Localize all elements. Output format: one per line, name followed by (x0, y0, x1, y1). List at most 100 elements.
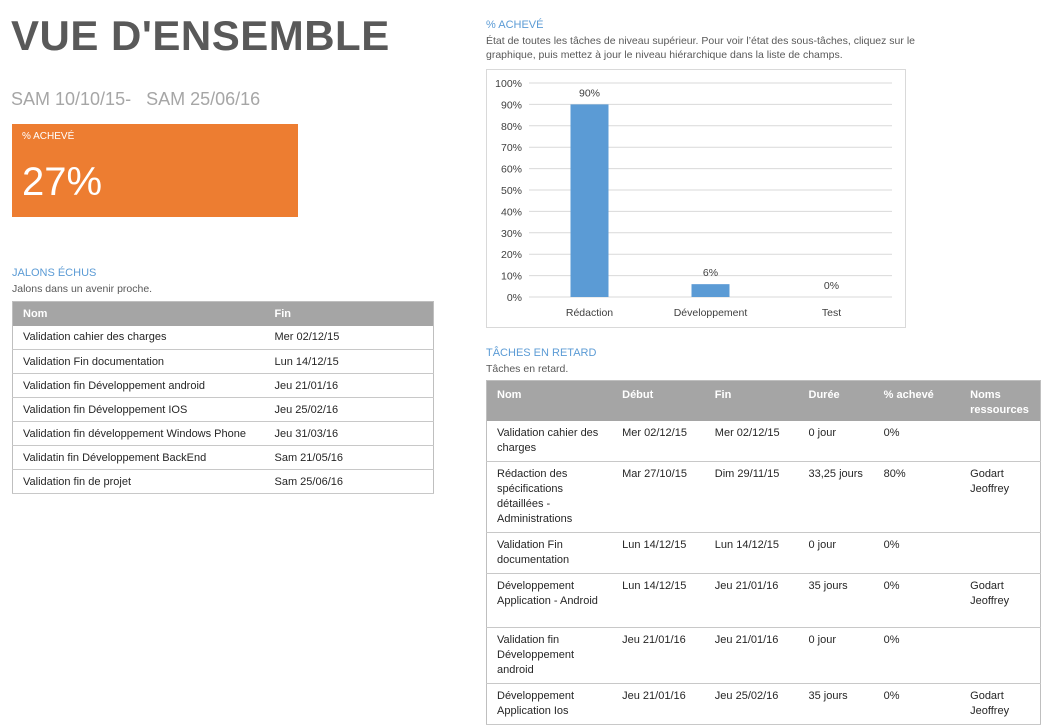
table-cell: 0% (873, 627, 961, 684)
table-row[interactable]: Validation fin Développement android Jeu … (12, 373, 434, 398)
milestones-subtitle: Jalons dans un avenir proche. (12, 283, 153, 295)
data-label: 90% (579, 87, 600, 99)
table-cell: Jeu 25/02/16 (264, 397, 434, 422)
column-header-name[interactable]: Nom (12, 301, 265, 326)
table-cell: Validation Fin documentation (486, 532, 613, 574)
table-cell: Dim 29/11/15 (704, 461, 799, 533)
table-cell: 35 jours (798, 683, 874, 725)
table-cell: 0% (873, 683, 961, 725)
table-row[interactable]: Développement Application Ios Jeu 21/01/1… (486, 683, 1041, 725)
table-cell: Godart Jeoffrey (960, 573, 1041, 628)
table-cell: Développement Application Ios (486, 683, 613, 725)
table-cell: 35 jours (798, 573, 874, 628)
table-cell: Validation fin Développement android (12, 373, 265, 398)
x-tick-label: Développement (674, 307, 748, 319)
chart-section-subtitle: État de toutes les tâches de niveau supé… (486, 35, 915, 61)
column-header-name[interactable]: Nom (486, 380, 613, 421)
x-tick-label: Test (822, 307, 841, 319)
y-tick-label: 80% (501, 121, 522, 133)
table-cell: 33,25 jours (798, 461, 874, 533)
bar (570, 104, 609, 298)
table-cell: Validation fin de projet (12, 469, 265, 494)
bar-chart-svg: 0% 10% 20% 30% 40% 50% 60% 70% 80% 90% 100% 90% Réda… (495, 78, 892, 319)
table-cell: Jeu 21/01/16 (704, 627, 799, 684)
late-tasks-table: Nom Début Fin Durée % achevé Noms ressou… (486, 380, 1041, 725)
column-header-percent[interactable]: % achevé (873, 380, 961, 421)
table-cell: 0% (873, 532, 961, 574)
page-title: VUE D'ENSEMBLE (11, 12, 390, 59)
table-cell: Godart Jeoffrey (960, 683, 1041, 725)
table-cell: Mer 02/12/15 (264, 325, 434, 350)
table-row[interactable]: Validation Fin documentation Lun 14/12/15 (12, 349, 434, 374)
y-tick-label: 90% (501, 99, 522, 111)
table-row[interactable]: Validation fin Développement IOS Jeu 25/0… (12, 397, 434, 422)
bar (691, 284, 730, 297)
table-cell (960, 532, 1041, 574)
column-header-duration[interactable]: Durée (798, 380, 874, 421)
table-row[interactable]: Validation fin de projet Sam 25/06/16 (12, 469, 434, 494)
milestones-table: Nom Fin Validation cahier des charges Mer… (12, 301, 434, 494)
table-cell: 0% (873, 420, 961, 462)
table-cell: Validation cahier des charges (486, 420, 613, 462)
kpi-value: 27% (22, 160, 103, 204)
table-cell: Validation fin développement Windows Pho… (12, 421, 265, 446)
table-cell: Mar 27/10/15 (612, 461, 705, 533)
percent-complete-chart[interactable]: 0% 10% 20% 30% 40% 50% 60% 70% 80% 90% 100% 90% Réda… (486, 69, 906, 328)
column-header-end[interactable]: Fin (704, 380, 799, 421)
y-tick-label: 100% (495, 78, 522, 90)
y-tick-label: 60% (501, 164, 522, 176)
table-cell: 0% (873, 573, 961, 628)
table-cell: 0 jour (798, 532, 874, 574)
table-cell (960, 627, 1041, 684)
y-tick-label: 0% (507, 292, 522, 304)
table-row[interactable]: Validatin fin Développement BackEnd Sam 2… (12, 445, 434, 470)
table-cell: Sam 25/06/16 (264, 469, 434, 494)
table-cell: Rédaction des spécifications détaillées … (486, 461, 613, 533)
table-cell: Validation fin Développement IOS (12, 397, 265, 422)
table-cell: Jeu 21/01/16 (264, 373, 434, 398)
y-tick-label: 20% (501, 249, 522, 261)
table-cell: Jeu 25/02/16 (704, 683, 799, 725)
table-row[interactable]: Validation Fin documentation Lun 14/12/15… (486, 532, 1041, 574)
table-cell: Sam 21/05/16 (264, 445, 434, 470)
x-tick-label: Rédaction (566, 307, 613, 319)
table-row[interactable]: Rédaction des spécifications détaillées … (486, 461, 1041, 533)
late-tasks-subtitle: Tâches en retard. (486, 363, 569, 375)
table-cell: Jeu 21/01/16 (612, 683, 705, 725)
table-cell: Validation Fin documentation (12, 349, 265, 374)
table-cell: Développement Application - Android (486, 573, 613, 628)
table-cell: Lun 14/12/15 (612, 532, 705, 574)
table-row[interactable]: Validation cahier des charges Mer 02/12/1… (12, 325, 434, 350)
percent-complete-card[interactable]: % ACHEVÉ 27% (12, 124, 298, 217)
table-cell: Validatin fin Développement BackEnd (12, 445, 265, 470)
table-cell: 0 jour (798, 627, 874, 684)
table-cell: Validation fin Développement android (486, 627, 613, 684)
y-tick-label: 50% (501, 185, 522, 197)
y-tick-label: 10% (501, 271, 522, 283)
table-row[interactable]: Développement Application - Android Lun 1… (486, 573, 1041, 628)
column-header-resources[interactable]: Noms ressources (960, 380, 1041, 421)
date-range: SAM 10/10/15- SAM 25/06/16 (11, 89, 261, 109)
y-tick-label: 70% (501, 142, 522, 154)
y-tick-label: 30% (501, 228, 522, 240)
y-tick-label: 40% (501, 206, 522, 218)
table-row[interactable]: Validation fin développement Windows Pho… (12, 421, 434, 446)
table-cell: Lun 14/12/15 (612, 573, 705, 628)
table-cell: Mer 02/12/15 (704, 420, 799, 462)
table-cell: Godart Jeoffrey (960, 461, 1041, 533)
table-row[interactable]: Validation cahier des charges Mer 02/12/1… (486, 420, 1041, 462)
column-header-end[interactable]: Fin (264, 301, 434, 326)
chart-section-title: % ACHEVÉ (486, 19, 544, 31)
table-row[interactable]: Validation fin Développement android Jeu … (486, 627, 1041, 684)
milestones-title: JALONS ÉCHUS (12, 267, 97, 279)
column-header-start[interactable]: Début (612, 380, 705, 421)
table-cell: Jeu 31/03/16 (264, 421, 434, 446)
table-cell: Lun 14/12/15 (264, 349, 434, 374)
table-cell: Jeu 21/01/16 (704, 573, 799, 628)
table-cell: Mer 02/12/15 (612, 420, 705, 462)
late-tasks-title: TÂCHES EN RETARD (486, 347, 597, 359)
table-cell: Lun 14/12/15 (704, 532, 799, 574)
table-cell: Jeu 21/01/16 (612, 627, 705, 684)
table-cell (960, 420, 1041, 462)
table-cell: 80% (873, 461, 961, 533)
